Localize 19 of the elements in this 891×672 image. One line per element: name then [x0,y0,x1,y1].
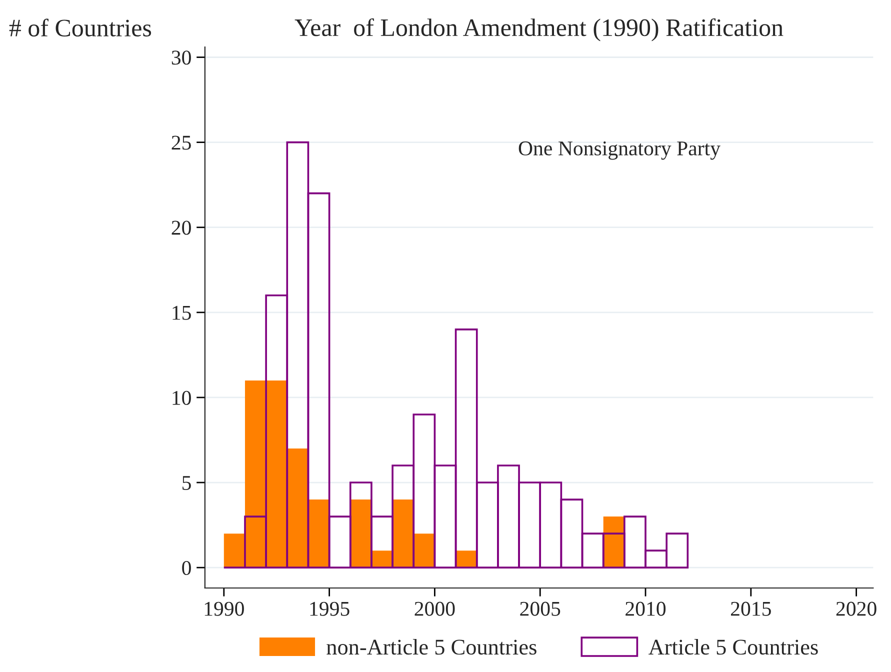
y-tick-label: 30 [172,50,191,65]
x-tick-label: 2015 [730,602,771,616]
annotation: One Nonsignatory Party [518,141,720,160]
y-tick-label: 5 [182,476,191,490]
x-tick-label: 1990 [204,602,244,616]
x-tick-label: 2020 [836,602,876,616]
y-tick-label: 20 [172,220,191,235]
x-tick-label: 2005 [520,602,560,616]
legend-label: Article 5 Countries [648,639,818,655]
y-axis-title: # of Countries [9,18,152,36]
chart-title: Year of London Amendment (1990) Ratification [294,18,784,42]
y-tick-label: 10 [172,390,191,405]
y-tick-label: 25 [172,136,191,150]
x-tick-label: 2000 [414,602,455,616]
legend-label: non-Article 5 Countries [326,639,536,655]
y-tick-label: 15 [172,306,191,320]
x-tick-label: 1995 [310,602,350,616]
x-tick-label: 2010 [626,602,666,616]
y-tick-label: 0 [182,560,191,576]
